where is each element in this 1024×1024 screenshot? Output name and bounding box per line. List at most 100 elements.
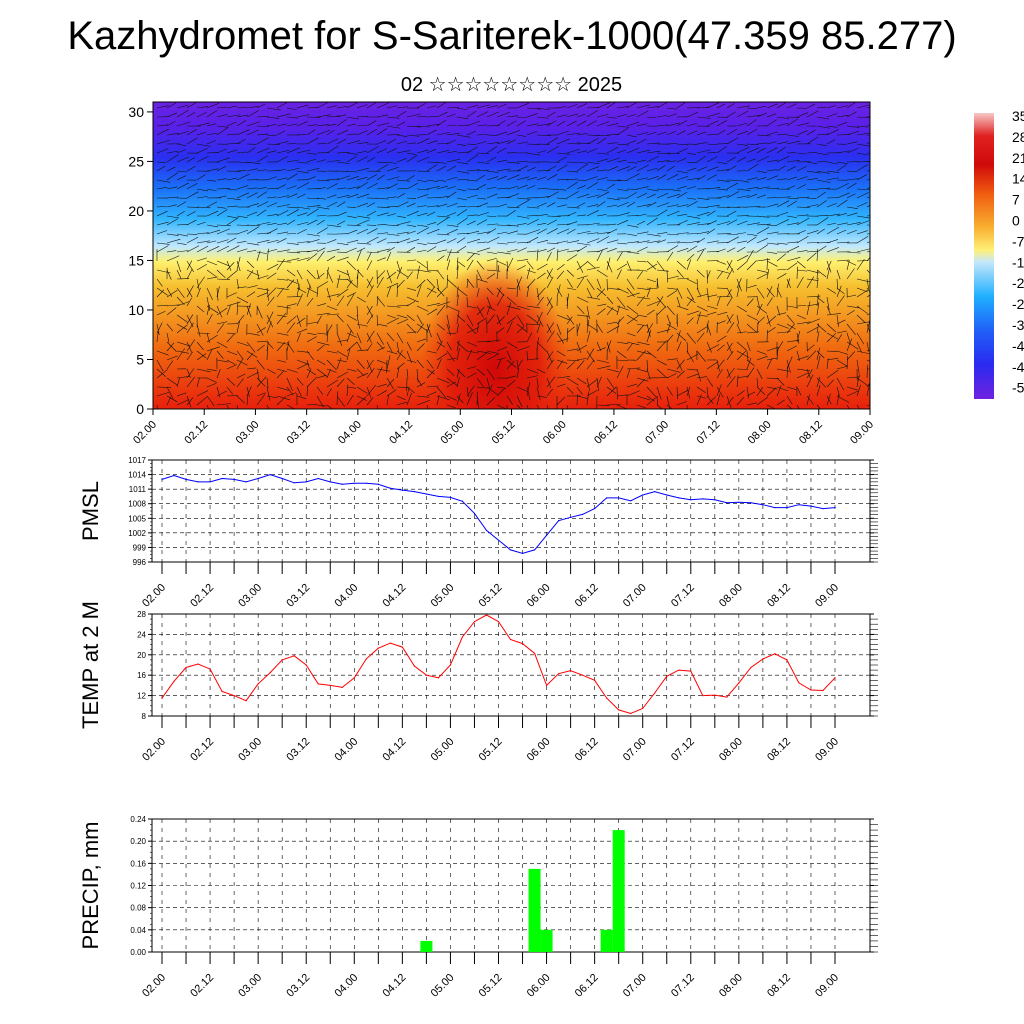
temp-2m-point <box>834 677 836 679</box>
wind-barb <box>406 247 416 253</box>
wind-barb <box>786 305 798 308</box>
wind-barb <box>576 344 588 352</box>
wind-barb <box>626 134 637 138</box>
wind-barb <box>356 323 368 327</box>
wind-barb <box>696 142 707 145</box>
wind-barb <box>826 333 836 343</box>
wind-barb <box>156 124 168 127</box>
wind-barb <box>216 166 226 172</box>
wind-barb <box>596 102 610 109</box>
wind-barb <box>426 222 437 226</box>
wind-barb <box>466 259 474 271</box>
wind-barb <box>826 287 837 294</box>
wind-barb <box>656 395 658 406</box>
wind-barb <box>666 130 677 136</box>
precip-x-tick-label: 05.12 <box>477 972 505 1000</box>
wind-barb <box>786 215 798 218</box>
wind-barb <box>776 200 790 208</box>
wind-barb <box>476 278 488 283</box>
wind-barb <box>306 376 317 388</box>
wind-barb <box>236 173 250 181</box>
wind-barb <box>756 170 767 173</box>
wind-barb <box>786 278 791 288</box>
wind-barb <box>406 125 421 128</box>
wind-barb <box>266 222 277 226</box>
wind-barb <box>806 204 819 208</box>
wind-barb <box>836 222 848 226</box>
wind-barb <box>696 287 702 297</box>
wind-barb <box>576 202 586 208</box>
wind-barb <box>306 249 318 253</box>
wind-barb <box>196 122 211 127</box>
wind-barb <box>836 161 848 164</box>
wind-barb <box>376 161 388 163</box>
wind-barb <box>516 285 518 298</box>
wind-barb <box>276 258 285 271</box>
wind-barb <box>746 350 749 362</box>
wind-barb <box>256 251 268 254</box>
wind-barb <box>546 351 554 361</box>
wind-barb <box>386 213 397 217</box>
wind-barb <box>636 323 648 327</box>
wind-barb <box>216 278 230 281</box>
wind-barb <box>436 196 449 199</box>
wind-barb <box>566 178 578 181</box>
wind-barb <box>676 269 684 278</box>
wind-barb <box>816 200 827 208</box>
wind-barb <box>496 327 505 334</box>
wind-barb <box>476 141 487 145</box>
temp-2m-point <box>461 636 464 638</box>
pmsl-point <box>185 478 187 481</box>
wind-barb <box>186 351 193 361</box>
wind-barb <box>386 378 395 388</box>
wind-barb <box>266 134 277 136</box>
wind-barb <box>506 321 513 334</box>
wind-barb <box>726 322 735 334</box>
wind-barb <box>276 260 291 263</box>
wind-barb <box>346 133 357 136</box>
wind-barb <box>846 170 857 172</box>
wind-barb <box>506 230 519 235</box>
wind-barb <box>516 386 528 392</box>
wind-barb <box>516 102 530 109</box>
wind-barb <box>606 142 618 145</box>
wind-barb <box>716 146 728 154</box>
wind-barb <box>536 150 547 154</box>
wind-barb <box>406 341 412 351</box>
wind-barb <box>856 125 869 128</box>
wind-barb <box>206 348 213 361</box>
wind-barb <box>786 166 796 172</box>
wind-barb <box>276 314 287 317</box>
wind-barb <box>746 236 757 244</box>
wind-barb <box>816 294 819 307</box>
wind-barb <box>376 404 379 409</box>
wind-barb <box>826 370 839 379</box>
wind-barb <box>486 156 497 163</box>
wind-barb <box>866 116 870 118</box>
wind-barb <box>756 321 759 334</box>
wind-barb <box>396 193 406 199</box>
wind-barb <box>676 120 688 127</box>
wind-barb <box>576 395 588 399</box>
wind-barb <box>436 352 448 361</box>
wind-barb <box>166 304 180 307</box>
wind-barb <box>846 141 858 145</box>
wind-barb <box>446 274 449 289</box>
wind-barb <box>706 210 716 217</box>
wind-barb <box>556 270 565 280</box>
temp-2m-point <box>666 675 668 677</box>
wind-barb <box>856 164 869 172</box>
heatmap-x-axis: 02.00 02.12 03.00 03.12 04.00 04.12 05.00 05.12… <box>131 409 876 447</box>
wind-barb <box>636 186 649 190</box>
wind-barb <box>746 402 757 406</box>
wind-barb <box>486 215 497 217</box>
wind-barb <box>436 111 448 118</box>
wind-barb <box>326 178 340 181</box>
wind-barb <box>456 348 460 361</box>
wind-barb <box>176 399 190 406</box>
wind-barb <box>576 193 590 199</box>
wind-barb <box>736 314 739 325</box>
wind-barb <box>216 341 228 348</box>
pmsl-x-tick-label: 05.00 <box>429 582 457 610</box>
wind-barb <box>806 161 818 165</box>
